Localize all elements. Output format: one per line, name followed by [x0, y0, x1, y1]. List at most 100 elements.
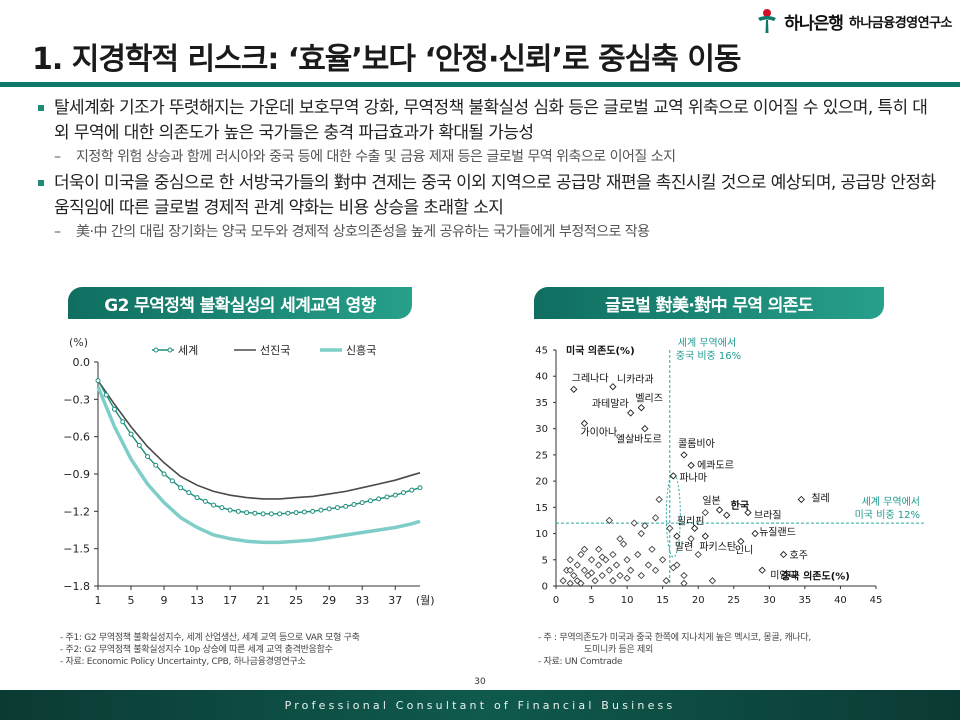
series-marker-세계 [268, 511, 274, 517]
series-marker-세계 [202, 498, 208, 504]
series-marker-세계 [326, 506, 332, 512]
legend-label-선진국: 선진국 [260, 344, 290, 357]
scatter-point [587, 556, 596, 564]
series-line-선진국 [97, 380, 421, 500]
series-marker-세계 [400, 490, 406, 496]
series-marker-세계 [112, 406, 118, 412]
series-marker-세계 [359, 500, 365, 506]
series-marker-세계 [367, 498, 373, 504]
ref-label-us: 세계 무역에서 [862, 496, 920, 508]
x-tick-label: 13 [190, 594, 204, 607]
series-marker-세계 [417, 485, 423, 491]
scatter-point-벨리즈 [637, 404, 645, 412]
x-tick-label: 17 [223, 594, 237, 607]
scatter-point [687, 535, 695, 543]
series-marker-세계 [136, 442, 142, 448]
scatter-point-엘살바도르 [641, 425, 649, 433]
x-tick-label: 10 [621, 595, 634, 606]
scatter-point [655, 495, 663, 504]
scatter-point [577, 550, 585, 559]
legend-marker [153, 347, 159, 353]
scatter-point-그레나다 [570, 385, 578, 393]
highlight-ellipse [665, 472, 681, 558]
ref-label-china: 중국 비중 16% [676, 350, 741, 362]
scatter-point-니카라과 [609, 383, 617, 391]
x-tick-label: 21 [256, 594, 270, 607]
point-label-말련: 말련 [675, 541, 693, 553]
scatter-point [598, 571, 606, 580]
scatter-point [659, 556, 667, 564]
point-label-칠레: 칠레 [811, 492, 829, 504]
series-marker-세계 [252, 510, 258, 516]
series-marker-세계 [169, 478, 175, 484]
institute-name: 하나금융경영연구소 [848, 15, 953, 31]
y-tick-label: 10 [535, 529, 548, 540]
scatter-point [619, 540, 628, 548]
brand-name: 하나은행 [784, 13, 844, 34]
point-label-호주: 호주 [790, 550, 808, 562]
scatter-point [612, 561, 621, 569]
scatter-point [634, 550, 642, 559]
notes-right: - 주 : 무역의존도가 미국과 중국 한쪽에 지나치게 높은 멕시코, 몽골,… [538, 632, 811, 668]
note-line: - 주2: G2 무역정책 불확실성지수 10p 상승에 따른 세계 교역 충격… [60, 645, 333, 655]
x-tick-label: 1 [95, 594, 102, 607]
series-marker-세계 [235, 508, 241, 514]
scatter-point [669, 564, 677, 572]
scatter-point-브라질 [744, 508, 752, 517]
line-chart-title: G2 무역정책 불확실성의 세계교역 영향 [68, 287, 412, 319]
y-tick-label: 0 [542, 582, 548, 593]
legend-label-신흥국: 신흥국 [346, 343, 376, 357]
x-tick-label: 35 [799, 595, 812, 606]
series-marker-세계 [95, 378, 101, 384]
y-tick-label: 45 [535, 346, 548, 357]
point-label-파나마: 파나마 [679, 472, 707, 484]
y-tick-label: −1.2 [63, 505, 90, 518]
y-axis-unit: (%) [69, 336, 88, 349]
scatter-chart: 0 5 10 15 20 25 30 35 40 45 0 5 10 15 20 25 30 35 40 45 미국 의… [535, 337, 924, 606]
series-marker-세계 [260, 511, 266, 517]
scatter-point [680, 571, 688, 580]
scatter-point [595, 561, 603, 569]
scatter-point [701, 508, 709, 517]
scatter-point [605, 566, 613, 574]
bullet-sub-2: – 美·中 간의 대립 장기화는 양국 모두와 경제적 상호의존성을 높게 공유하… [36, 221, 936, 243]
note-line: - 주1: G2 무역정책 불확실성지수, 세계 산업생산, 세계 교역 등으로… [60, 633, 360, 643]
scatter-point [566, 556, 574, 564]
series-line-세계 [97, 380, 421, 515]
point-label-미얀마: 미얀마 [770, 568, 798, 581]
point-label-그레나다: 그레나다 [572, 372, 609, 384]
scatter-point [648, 545, 656, 553]
series-marker-세계 [178, 485, 184, 491]
x-tick-label: 15 [656, 595, 669, 606]
scatter-point [694, 550, 702, 559]
bullet-sub-1: – 지정학 위험 상승과 함께 러시아와 중국 등에 대한 수출 및 금융 제재 … [36, 146, 936, 168]
point-label-파키스탄: 파키스탄 [699, 541, 736, 553]
point-label-뉴질랜드: 뉴질랜드 [759, 527, 796, 539]
scatter-point [559, 577, 567, 585]
series-marker-세계 [318, 507, 324, 513]
series-line-신흥국 [96, 386, 421, 545]
point-label-엘살바도르: 엘살바도르 [616, 433, 662, 446]
series-marker-세계 [376, 496, 382, 502]
point-label-일본: 일본 [702, 495, 720, 507]
x-tick-label: 25 [727, 595, 740, 606]
series-marker-세계 [227, 507, 233, 513]
scatter-point [595, 545, 603, 553]
scatter-point [580, 545, 589, 553]
scatter-point [651, 566, 660, 574]
note-line: 도미니카 등은 제외 [584, 645, 653, 655]
y-tick-label: −1.8 [63, 580, 90, 593]
dash-icon: – [54, 224, 61, 240]
scatter-point-미얀마 [758, 566, 766, 574]
bullet-list: 탈세계화 기조가 뚜렷해지는 가운데 보호무역 강화, 무역정책 불확실성 심화… [36, 96, 936, 246]
scatter-point [598, 553, 606, 561]
x-tick-label: 29 [322, 594, 336, 607]
note-line: - 주 : 무역의존도가 미국과 중국 한쪽에 지나치게 높은 멕시코, 몽골,… [538, 633, 811, 643]
series-marker-세계 [277, 511, 283, 517]
series-marker-세계 [186, 490, 192, 496]
point-label-브라질: 브라질 [754, 510, 782, 522]
scatter-point-한국 [723, 511, 731, 519]
legend-marker [167, 347, 173, 353]
scatter-point [662, 577, 670, 585]
x-tick-label: 0 [553, 595, 559, 606]
